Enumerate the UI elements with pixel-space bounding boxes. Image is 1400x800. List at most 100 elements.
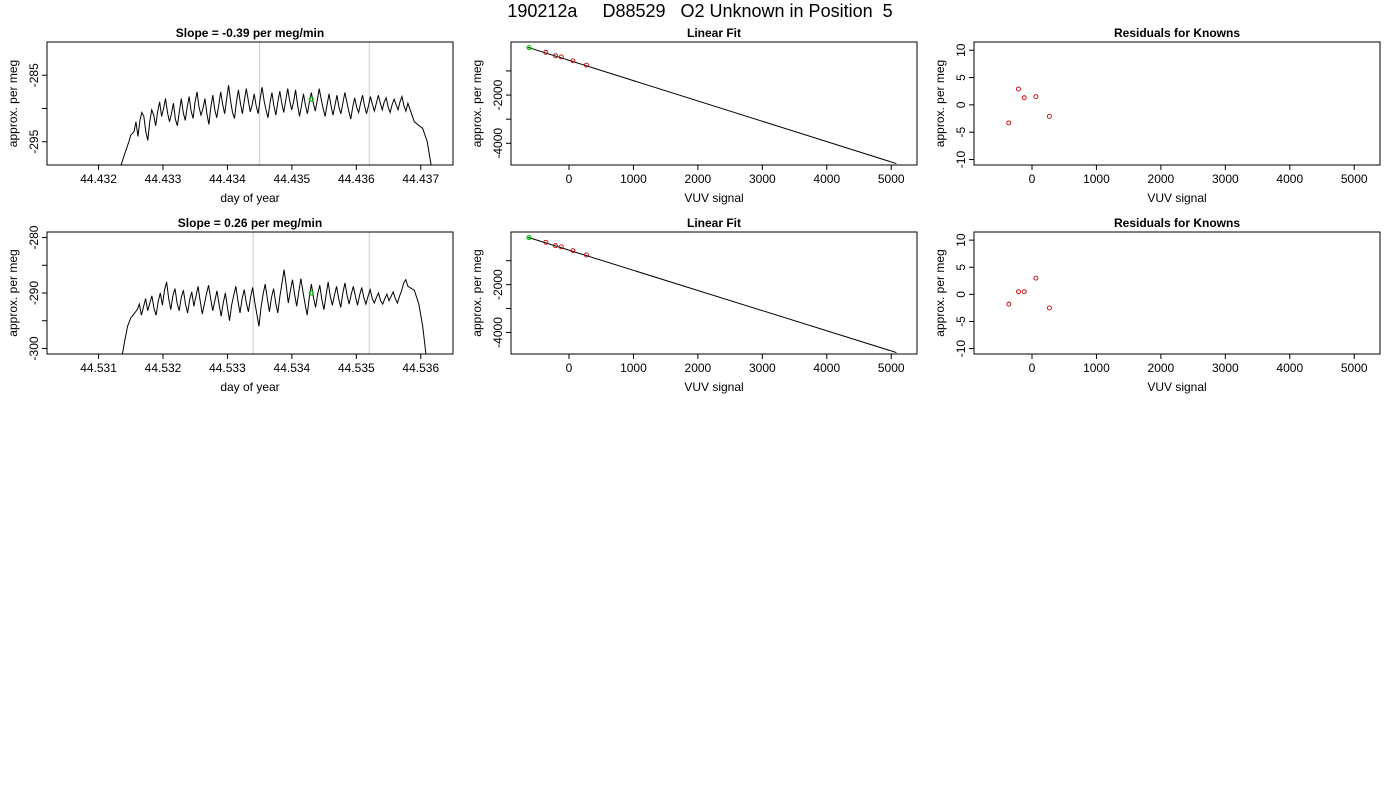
y-tick-label: -4000 bbox=[491, 317, 505, 348]
data-point bbox=[1006, 120, 1012, 126]
x-tick-label: 44.536 bbox=[402, 361, 439, 375]
data-point bbox=[1033, 94, 1039, 100]
y-tick-label: -285 bbox=[27, 63, 41, 87]
x-axis-label: VUV signal bbox=[1147, 380, 1206, 394]
x-axis-label: VUV signal bbox=[1147, 191, 1206, 205]
x-tick-label: 2000 bbox=[685, 172, 712, 186]
data-point bbox=[553, 243, 558, 249]
plot-content bbox=[1006, 86, 1052, 126]
chart-fit1: Linear Fit 0 1000 2000 3000 4000 5000 -4000 -200… bbox=[470, 26, 918, 205]
x-tick-label: 4000 bbox=[1276, 361, 1303, 375]
x-tick-label: 3000 bbox=[1212, 172, 1239, 186]
chart-title: Linear Fit bbox=[687, 26, 741, 40]
x-tick-label: 5000 bbox=[878, 361, 905, 375]
x-axis-label: day of year bbox=[220, 191, 279, 205]
chart-title: Slope = -0.39 per meg/min bbox=[176, 26, 324, 40]
plot-frame bbox=[46, 41, 454, 166]
data-point bbox=[570, 58, 576, 64]
y-axis-label: approx. per meg bbox=[6, 249, 20, 336]
data-point bbox=[543, 239, 549, 245]
highlight-point bbox=[308, 290, 314, 296]
y-axis-label: approx. per meg bbox=[470, 249, 484, 336]
x-tick-label: 4000 bbox=[1276, 172, 1303, 186]
y-axis-label: approx. per meg bbox=[6, 60, 20, 147]
y-tick-label: -290 bbox=[27, 281, 41, 305]
x-axis-label: VUV signal bbox=[684, 191, 743, 205]
x-tick-label: 2000 bbox=[685, 361, 712, 375]
x-tick-label: 5000 bbox=[1341, 361, 1368, 375]
fit-line bbox=[527, 236, 897, 354]
x-tick-label: 1000 bbox=[1083, 361, 1110, 375]
x-tick-label: 44.437 bbox=[402, 172, 439, 186]
plot-frame bbox=[510, 231, 918, 355]
y-tick-label: -4000 bbox=[491, 128, 505, 159]
x-tick-label: 0 bbox=[566, 361, 573, 375]
plot-frame bbox=[510, 41, 918, 166]
y-tick-label: -10 bbox=[954, 151, 968, 169]
x-tick-label: 0 bbox=[1029, 361, 1036, 375]
chart-title: Slope = 0.26 per meg/min bbox=[178, 216, 322, 230]
chart-fit2: Linear Fit 0 1000 2000 3000 4000 5000 -4000 -200… bbox=[470, 216, 918, 394]
data-point bbox=[1006, 301, 1012, 307]
data-point bbox=[1021, 289, 1027, 295]
x-tick-label: 44.436 bbox=[338, 172, 375, 186]
x-axis-label: day of year bbox=[220, 380, 279, 394]
plot-content bbox=[1006, 275, 1052, 311]
x-tick-label: 1000 bbox=[620, 361, 647, 375]
chart-title: Residuals for Knowns bbox=[1114, 216, 1240, 230]
x-tick-label: 44.535 bbox=[338, 361, 375, 375]
chart-res2: Residuals for Knowns 0 1000 2000 3000 4000 500… bbox=[933, 216, 1381, 394]
y-axis-label: approx. per meg bbox=[933, 60, 947, 147]
x-tick-label: 5000 bbox=[1341, 172, 1368, 186]
chart-title: Linear Fit bbox=[687, 216, 741, 230]
data-point bbox=[583, 62, 589, 68]
x-tick-label: 1000 bbox=[620, 172, 647, 186]
data-series-line bbox=[120, 85, 432, 165]
plot-content bbox=[121, 269, 427, 354]
y-tick-label: -5 bbox=[954, 316, 968, 327]
chart-res1: Residuals for Knowns 0 1000 2000 3000 4000 500… bbox=[933, 26, 1381, 205]
data-point bbox=[1033, 275, 1039, 281]
x-tick-label: 44.532 bbox=[145, 361, 182, 375]
y-tick-label: -300 bbox=[27, 336, 41, 360]
data-point bbox=[558, 54, 564, 60]
y-tick-label: 5 bbox=[954, 74, 968, 81]
data-point bbox=[1046, 305, 1052, 311]
y-axis-label: approx. per meg bbox=[470, 60, 484, 147]
chart-ts1: Slope = -0.39 per meg/min 44.432 44.433 44.… bbox=[6, 26, 454, 205]
y-tick-label: 0 bbox=[954, 291, 968, 298]
plot-frame bbox=[973, 41, 1381, 166]
x-tick-label: 44.432 bbox=[80, 172, 117, 186]
y-tick-label: -2000 bbox=[491, 79, 505, 110]
x-tick-label: 44.434 bbox=[209, 172, 246, 186]
x-tick-label: 4000 bbox=[813, 361, 840, 375]
plot-content bbox=[526, 44, 897, 165]
y-tick-label: 10 bbox=[954, 43, 968, 57]
x-tick-label: 44.534 bbox=[274, 361, 311, 375]
x-tick-label: 1000 bbox=[1083, 172, 1110, 186]
x-tick-label: 3000 bbox=[1212, 361, 1239, 375]
x-tick-label: 44.435 bbox=[274, 172, 311, 186]
data-point bbox=[558, 244, 564, 250]
y-tick-label: -10 bbox=[954, 340, 968, 358]
data-point bbox=[570, 248, 576, 254]
y-tick-label: -2000 bbox=[491, 269, 505, 300]
y-tick-label: -280 bbox=[27, 225, 41, 249]
data-point bbox=[553, 53, 558, 59]
x-tick-label: 44.433 bbox=[145, 172, 182, 186]
y-axis-label: approx. per meg bbox=[933, 249, 947, 336]
x-tick-label: 2000 bbox=[1148, 361, 1175, 375]
highlight-point bbox=[308, 96, 314, 102]
fit-line bbox=[527, 46, 897, 165]
page-title: 190212a D88529 O2 Unknown in Position 5 bbox=[507, 1, 893, 21]
x-tick-label: 4000 bbox=[813, 172, 840, 186]
x-tick-label: 44.531 bbox=[80, 361, 117, 375]
chart-ts2: Slope = 0.26 per meg/min 44.531 44.532 44.5… bbox=[6, 216, 454, 394]
data-point bbox=[1021, 95, 1027, 101]
y-tick-label: 10 bbox=[954, 233, 968, 247]
plot-content bbox=[120, 85, 432, 165]
highlight-point bbox=[526, 234, 532, 241]
x-tick-label: 3000 bbox=[749, 361, 776, 375]
data-point bbox=[1046, 113, 1052, 119]
